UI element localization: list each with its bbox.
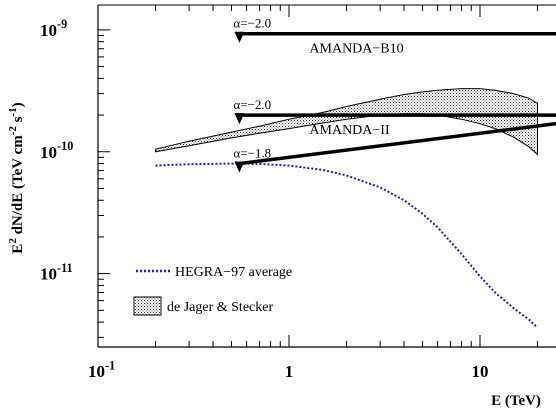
plot-area: α=−2.0 AMANDA−B10 α=−2.0 AMANDA−II α=−1.8 (155, 16, 556, 329)
x-tick-label-2: 10 (471, 362, 488, 381)
y-axis-label-part-1: 2 (7, 238, 19, 244)
band-de-jager-stecker (155, 88, 538, 156)
legend-band-swatch (133, 296, 162, 316)
y-axis-label-part-6: ) (10, 102, 26, 107)
hegra-curve (155, 162, 539, 329)
y-tick-label-1: 10-10 (40, 139, 73, 162)
limit-name-label-0: AMANDA−B10 (309, 42, 403, 57)
axis-labels: E (TeV)E2 dN/dE (TeV cm-2 s-1) (7, 102, 541, 409)
limit-name-label-1: AMANDA−II (309, 123, 390, 138)
limit-alpha-label-1: α=−2.0 (233, 97, 271, 112)
legend-band-label: de Jager & Stecker (167, 300, 273, 315)
legend-hegra-label: HEGRA−97 average (175, 265, 292, 280)
limit-alpha-label-2: α=−1.8 (233, 146, 271, 161)
y-axis-label-part-3: -2 (7, 126, 19, 136)
y-tick-label-1-exp: -10 (57, 139, 73, 153)
y-axis-label-part-0: E (10, 244, 26, 254)
x-tick-label-1-base: 1 (285, 362, 294, 381)
y-axis-label: E2 dN/dE (TeV cm-2 s-1) (7, 102, 26, 253)
limit-arrow-1 (234, 113, 245, 125)
y-axis-label-part-4: s (10, 116, 26, 126)
y-tick-label-2-exp: -11 (57, 261, 73, 275)
y-tick-label-0: 10-9 (40, 17, 67, 40)
limit-alpha-label-0: α=−2.0 (233, 16, 271, 31)
x-tick-label-1: 1 (285, 362, 294, 381)
x-axis-label: E (TeV) (491, 393, 541, 409)
y-tick-label-2: 10-11 (40, 261, 73, 284)
y-tick-label-0-base: 10 (40, 21, 57, 40)
y-tick-label-2-base: 10 (40, 265, 57, 284)
y-tick-label-0-exp: -9 (57, 17, 67, 31)
limit-arrow-0 (234, 31, 245, 43)
x-tick-label-0: 10-1 (88, 358, 115, 381)
y-axis-label-part-5: -1 (7, 107, 19, 116)
x-tick-label-0-exp: -1 (105, 358, 115, 372)
y-tick-label-1-base: 10 (40, 143, 57, 162)
limit-arrow-2 (234, 161, 245, 173)
x-tick-label-2-base: 10 (471, 362, 488, 381)
limit-line-2 (239, 121, 556, 166)
legend: HEGRA−97 average de Jager & Stecker (133, 265, 292, 316)
y-axis-label-part-2: dN/dE (TeV cm (10, 135, 26, 238)
x-tick-label-0-base: 10 (88, 362, 105, 381)
